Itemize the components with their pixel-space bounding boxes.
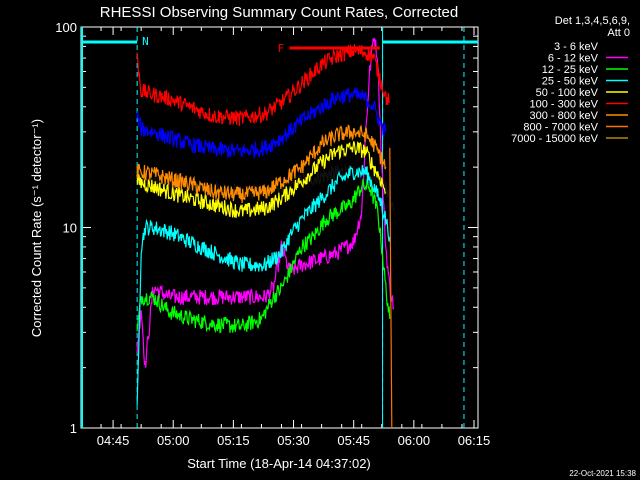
y-tick-label: 10 [63,221,77,236]
series-800-7000-kev [389,147,393,429]
x-tick-label: 05:00 [157,433,190,448]
legend-header: Att 0 [607,27,630,39]
legend-header: Det 1,3,4,5,6,9, [555,15,630,27]
x-tick-label: 04:45 [97,433,130,448]
series-group [136,37,395,429]
x-tick-label: 05:30 [277,433,310,448]
legend-entry-label: 800 - 7000 keV [523,122,598,134]
series-100-300-kev [136,43,391,126]
x-tick-label: 06:15 [458,433,491,448]
series-25-50-kev [136,164,391,405]
y-tick-label: 1 [70,421,77,436]
legend-entry-label: 50 - 100 keV [536,87,599,99]
legend-entry-label: 25 - 50 keV [542,76,599,88]
legend-entry-label: 7000 - 15000 keV [511,133,599,145]
night-annotation: N [142,35,149,48]
x-tick-label: 05:15 [217,433,250,448]
series-blue [136,87,387,160]
y-axis-label: Corrected Count Rate (s⁻¹ detector⁻¹) [29,119,44,337]
axes: 04:45 05:00 05:15 05:30 05:45 06:00 06:15 1 10 10… [55,20,490,448]
overlay [81,27,465,428]
legend-entry-label: 6 - 12 keV [548,53,599,65]
timestamp: 22-Oct-2021 15:38 [569,469,636,478]
legend-entry-label: 3 - 6 keV [554,41,599,53]
series-300-800-kev [136,124,387,204]
series-12-25-kev [136,179,391,334]
chart-title: RHESSI Observing Summary Count Rates, Co… [100,4,458,21]
series-50-100-kev [136,141,387,218]
legend-entry-label: 12 - 25 keV [542,64,599,76]
flare-annotation: F [278,42,285,55]
series-6-12-kev [136,37,395,368]
x-axis-label: Start Time (18-Apr-14 04:37:02) [187,456,371,471]
overlay-top: NF [81,35,478,55]
y-tick-label: 100 [55,20,77,35]
legend-entry-label: 300 - 800 keV [530,110,599,122]
x-tick-label: 06:00 [398,433,431,448]
x-tick-label: 05:45 [337,433,370,448]
legend-entry-label: 100 - 300 keV [530,99,599,111]
